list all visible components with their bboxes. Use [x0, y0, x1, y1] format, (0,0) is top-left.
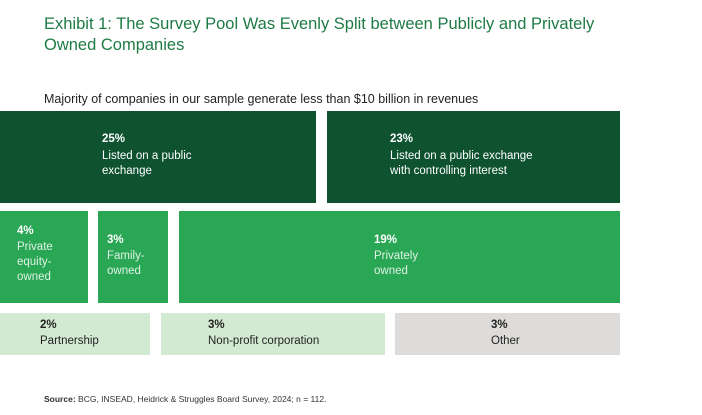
- tile-percent: 3%: [107, 234, 124, 246]
- source-label: Source:: [44, 394, 76, 404]
- tile-label: Family- owned: [107, 250, 145, 277]
- tile-family-owned: 3% Family- owned: [98, 211, 168, 303]
- tile-percent: 25%: [102, 133, 126, 145]
- tile-non-profit: 3% Non-profit corporation: [161, 313, 385, 355]
- tile-public-exchange: 25% Listed on a public exchange: [0, 111, 316, 203]
- source-note: Source: BCG, INSEAD, Heidrick & Struggle…: [44, 394, 326, 404]
- tile-percent: 2%: [40, 319, 57, 331]
- tile-label: Private equity- owned: [17, 241, 53, 283]
- tile-label: Other: [491, 335, 520, 347]
- tile-label: Listed on a public exchange: [102, 150, 192, 177]
- tile-label: Partnership: [40, 335, 99, 347]
- tile-privately-owned: 19% Privately owned: [179, 211, 620, 303]
- source-text: BCG, INSEAD, Heidrick & Struggles Board …: [78, 394, 327, 404]
- tile-percent: 4%: [17, 225, 34, 237]
- tile-label: Listed on a public exchange with control…: [390, 150, 533, 177]
- chart-subtitle: Majority of companies in our sample gene…: [44, 92, 479, 106]
- tile-percent: 23%: [390, 133, 414, 145]
- tile-percent: 3%: [491, 319, 508, 331]
- tile-percent: 19%: [374, 234, 398, 246]
- tile-public-controlling: 23% Listed on a public exchange with cont…: [327, 111, 620, 203]
- chart-title: Exhibit 1: The Survey Pool Was Evenly Sp…: [44, 15, 595, 54]
- tile-label: Non-profit corporation: [208, 335, 320, 347]
- tile-other: 3% Other: [395, 313, 620, 355]
- tile-label: Privately owned: [374, 250, 419, 277]
- tile-percent: 3%: [208, 319, 225, 331]
- tile-private-equity: 4% Private equity- owned: [0, 211, 88, 303]
- tile-partnership: 2% Partnership: [0, 313, 150, 355]
